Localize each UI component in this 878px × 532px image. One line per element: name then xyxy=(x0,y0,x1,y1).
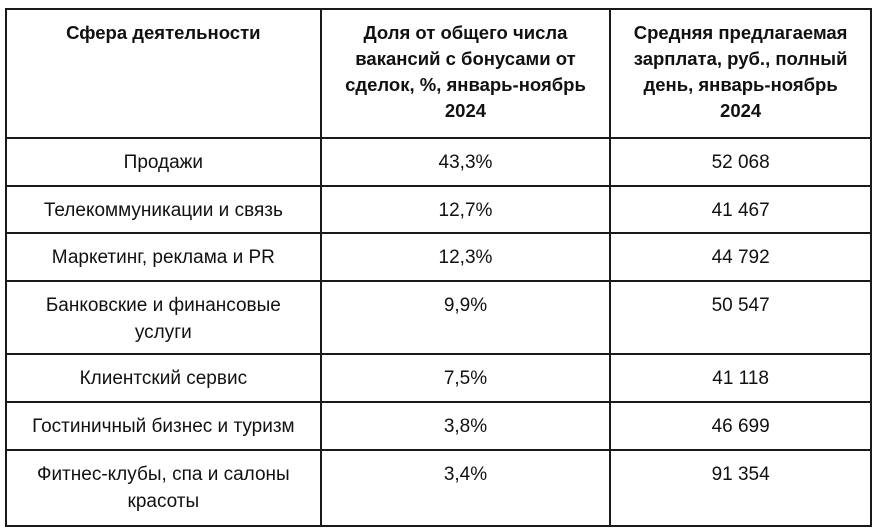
cell-sector: Банковские и финансовые услуги xyxy=(5,280,322,355)
cell-share: 9,9% xyxy=(319,280,612,355)
cell-share: 12,7% xyxy=(319,185,612,234)
cell-salary: 41 118 xyxy=(609,353,872,403)
cell-share: 3,4% xyxy=(319,449,612,527)
table-row: Фитнес-клубы, спа и салоны красоты 3,4% … xyxy=(5,449,872,527)
table-row: Телекоммуникации и связь 12,7% 41 467 xyxy=(5,185,872,234)
cell-sector: Продажи xyxy=(5,137,322,187)
table-row: Гостиничный бизнес и туризм 3,8% 46 699 xyxy=(5,401,872,451)
cell-share: 3,8% xyxy=(319,401,612,451)
cell-salary: 41 467 xyxy=(609,185,872,234)
cell-share: 12,3% xyxy=(319,232,612,282)
header-row: Сфера деятельности Доля от общего числа … xyxy=(5,8,872,139)
cell-salary: 44 792 xyxy=(609,232,872,282)
table-row: Продажи 43,3% 52 068 xyxy=(5,137,872,187)
cell-share: 7,5% xyxy=(319,353,612,403)
cell-share: 43,3% xyxy=(319,137,612,187)
header-sector: Сфера деятельности xyxy=(5,8,322,139)
vacancies-bonus-table: Сфера деятельности Доля от общего числа … xyxy=(5,8,872,527)
cell-sector: Клиентский сервис xyxy=(5,353,322,403)
cell-sector: Гостиничный бизнес и туризм xyxy=(5,401,322,451)
cell-salary: 52 068 xyxy=(609,137,872,187)
table-row: Маркетинг, реклама и PR 12,3% 44 792 xyxy=(5,232,872,282)
header-share: Доля от общего числа вакансий с бонусами… xyxy=(319,8,612,139)
cell-sector: Фитнес-клубы, спа и салоны красоты xyxy=(5,449,322,527)
header-salary: Средняя предлагаемая зарплата, руб., пол… xyxy=(609,8,872,139)
cell-sector: Маркетинг, реклама и PR xyxy=(5,232,322,282)
cell-salary: 50 547 xyxy=(609,280,872,355)
table-row: Клиентский сервис 7,5% 41 118 xyxy=(5,353,872,403)
cell-salary: 46 699 xyxy=(609,401,872,451)
cell-sector: Телекоммуникации и связь xyxy=(5,185,322,234)
table-row: Банковские и финансовые услуги 9,9% 50 5… xyxy=(5,280,872,355)
cell-salary: 91 354 xyxy=(609,449,872,527)
